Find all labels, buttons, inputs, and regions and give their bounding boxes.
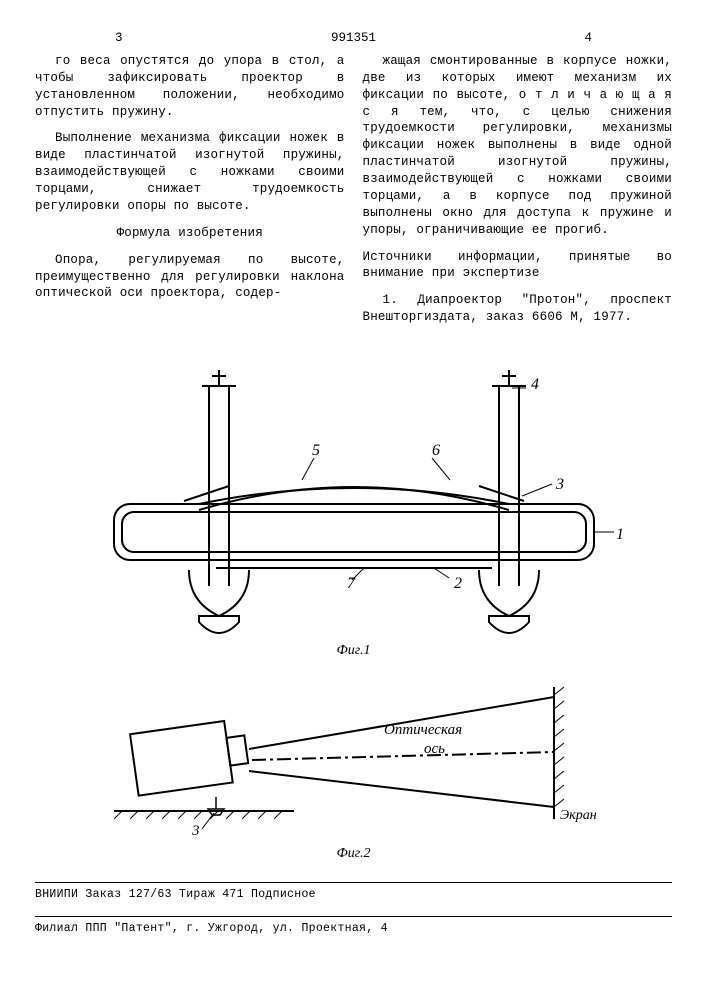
fig2-screen-label: Экран [560, 808, 597, 823]
fig1-label-7: 7 [347, 575, 356, 592]
figure-1-caption: Фиг.1 [35, 642, 672, 661]
footer-line-2: Филиал ППП "Патент", г. Ужгород, ул. Про… [35, 921, 672, 937]
footer-divider-1 [35, 882, 672, 883]
footer-divider-2 [35, 916, 672, 917]
fig1-label-4: 4 [531, 376, 539, 393]
text-columns: го веса опустятся до упора в стол, а что… [35, 53, 672, 336]
left-p2: Выполнение механизма фиксации ножек в ви… [35, 130, 345, 214]
footer-line-1: ВНИИПИ Заказ 127/63 Тираж 471 Подписное [35, 887, 672, 903]
page-header: 3 991351 4 [35, 30, 672, 47]
page-number-left: 3 [115, 30, 123, 47]
right-h1: Источники информации, принятые во вниман… [363, 249, 673, 283]
fig2-optical-axis-label: Оптическая [384, 722, 462, 738]
left-p3: Опора, регулируемая по высоте, преимущес… [35, 252, 345, 303]
figure-2: Оптическая ось Экран 3 Фиг.2 [35, 679, 672, 864]
left-column: го веса опустятся до упора в стол, а что… [35, 53, 345, 336]
fig1-label-6: 6 [432, 442, 440, 459]
figure-2-caption: Фиг.2 [35, 845, 672, 864]
document-number: 991351 [331, 30, 376, 47]
right-p2: 1. Диапроектор "Протон", проспект Внешто… [363, 292, 673, 326]
fig1-label-5: 5 [312, 442, 320, 459]
left-p1: го веса опустятся до упора в стол, а что… [35, 53, 345, 121]
figure-1: 1 2 3 4 5 6 7 Фиг.1 [35, 356, 672, 661]
fig1-label-2: 2 [454, 575, 462, 592]
fig1-label-3: 3 [555, 476, 564, 493]
fig2-optical-axis-label-2: ось [424, 741, 445, 757]
fig2-leg-label: 3 [191, 823, 200, 839]
page-number-right: 4 [584, 30, 592, 47]
fig1-label-1: 1 [616, 526, 624, 543]
right-p1: жащая смонтированные в корпусе ножки, дв… [363, 53, 673, 239]
left-h1: Формула изобретения [35, 225, 345, 242]
right-column: жащая смонтированные в корпусе ножки, дв… [363, 53, 673, 336]
